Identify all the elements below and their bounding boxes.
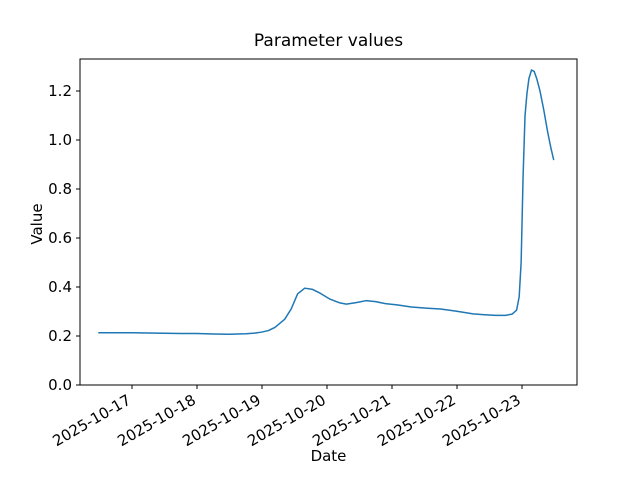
y-tick-label: 0.6 xyxy=(48,229,72,247)
x-axis-label: Date xyxy=(310,447,347,465)
data-line xyxy=(98,69,555,336)
y-axis-label: Value xyxy=(28,203,46,245)
y-tick-label: 0.4 xyxy=(48,278,72,296)
y-tick-label: 0.0 xyxy=(48,376,72,394)
chart-title: Parameter values xyxy=(253,31,404,51)
y-tick-label: 1.0 xyxy=(48,131,72,149)
plot-frame xyxy=(79,58,578,386)
y-tick-label: 1.2 xyxy=(48,82,72,100)
y-tick-label: 0.2 xyxy=(48,327,72,345)
y-tick-label: 0.8 xyxy=(48,180,72,198)
